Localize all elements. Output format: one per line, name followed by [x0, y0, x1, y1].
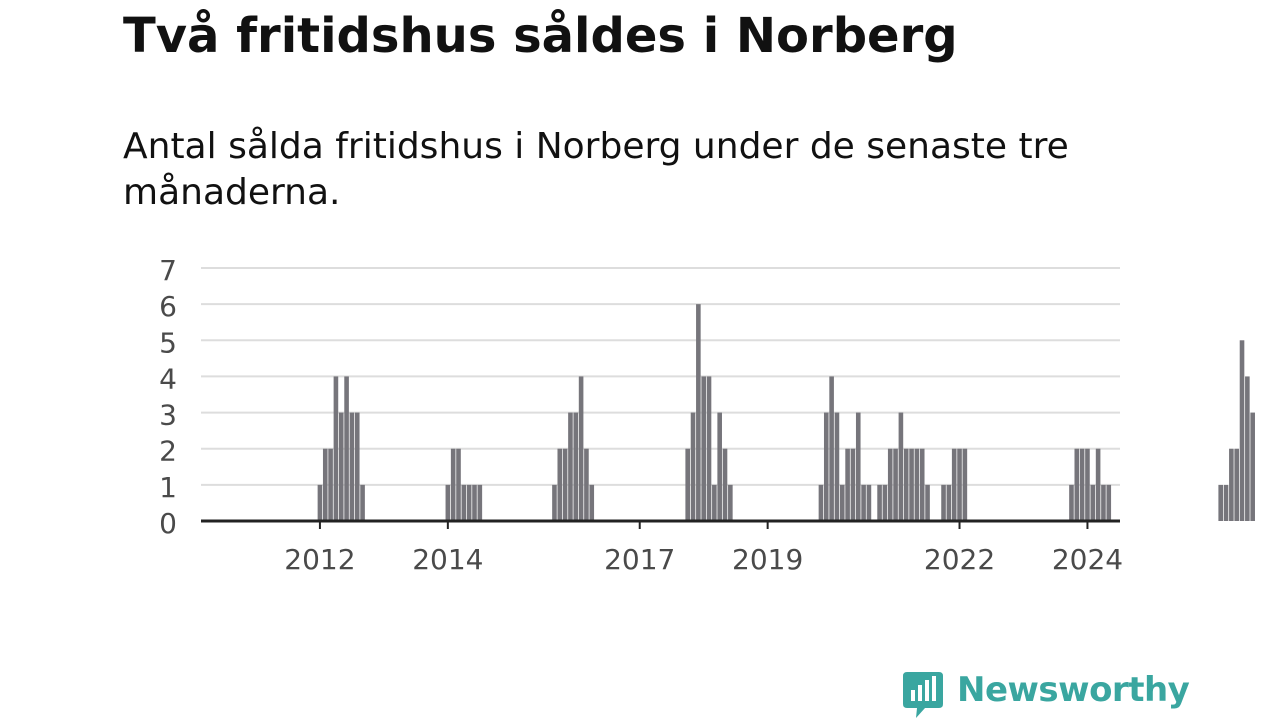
- bar: [696, 304, 701, 521]
- bar: [962, 448, 968, 521]
- bar: [919, 448, 925, 521]
- grid-lines: [201, 267, 1120, 486]
- bar: [957, 448, 962, 521]
- bar: [344, 376, 349, 521]
- bar: [903, 448, 909, 521]
- brand-name: Newsworthy: [957, 670, 1190, 710]
- bar: [866, 484, 872, 521]
- x-tick-label: 2019: [732, 543, 803, 576]
- bar: [354, 412, 360, 521]
- bar: [562, 448, 568, 521]
- bar: [717, 412, 722, 521]
- axes: [201, 519, 1120, 529]
- y-tick-label: 2: [159, 435, 177, 468]
- bar: [1101, 484, 1106, 521]
- bar: [552, 484, 557, 521]
- bar: [1229, 448, 1234, 521]
- y-tick-label: 4: [159, 362, 177, 395]
- bar: [941, 484, 946, 521]
- bar: [1090, 484, 1096, 521]
- bar: [1069, 484, 1074, 521]
- bar: [1074, 448, 1080, 521]
- bar: [818, 484, 824, 521]
- bar: [909, 448, 914, 521]
- y-tick-label: 6: [159, 290, 177, 323]
- bar: [834, 412, 840, 521]
- bar: [445, 484, 451, 521]
- bar: [349, 412, 355, 521]
- bar: [877, 484, 882, 521]
- bar: [914, 448, 920, 521]
- y-tick-label: 1: [159, 471, 177, 504]
- bar: [898, 412, 904, 521]
- bar: [1085, 448, 1090, 521]
- bar: [333, 376, 339, 521]
- bar: [706, 376, 712, 521]
- bar: [887, 448, 893, 521]
- bar: [472, 484, 477, 521]
- y-tick-label: 3: [159, 399, 177, 432]
- bar: [589, 484, 595, 521]
- chart-subtitle: Antal sålda fritidshus i Norberg under d…: [123, 126, 1069, 213]
- chart-title: Två fritidshus såldes i Norberg: [123, 8, 958, 64]
- bar: [450, 448, 456, 521]
- bar: [461, 484, 467, 521]
- bar: [925, 484, 930, 521]
- y-tick-label: 0: [159, 507, 177, 540]
- bar: [322, 448, 328, 521]
- bar: [845, 448, 850, 521]
- bar: [855, 412, 861, 521]
- x-tick-label: 2022: [924, 543, 995, 576]
- bar: [578, 376, 584, 521]
- newsworthy-logo-icon: [903, 672, 943, 718]
- x-tick-label: 2012: [284, 543, 355, 576]
- bar: [557, 448, 563, 521]
- x-tick-label: 2017: [604, 543, 675, 576]
- tick-labels: 012345672012201420172019202220242: [159, 254, 1123, 576]
- bar: [317, 484, 323, 521]
- bar: [861, 484, 866, 521]
- bar: [1095, 448, 1101, 521]
- newsworthy-logo: Newsworthy: [903, 668, 1190, 720]
- x-tick-label: 2014: [412, 543, 483, 576]
- bar: [584, 448, 589, 521]
- bar: [1239, 340, 1245, 521]
- bar: [1250, 412, 1255, 521]
- y-tick-label: 7: [159, 254, 177, 287]
- bar: [1106, 484, 1112, 521]
- x-tick-label: 2024: [1052, 543, 1123, 576]
- bar: [829, 376, 834, 521]
- bar: [882, 484, 888, 521]
- bar: [360, 484, 365, 521]
- bar: [1245, 376, 1250, 521]
- bar: [850, 448, 856, 521]
- bar: [712, 484, 717, 521]
- bar: [728, 484, 733, 521]
- bar: [722, 448, 728, 521]
- y-tick-label: 5: [159, 326, 177, 359]
- bar: [573, 412, 579, 521]
- bar: [338, 412, 344, 521]
- bar: [701, 376, 706, 521]
- bar: [1218, 484, 1223, 521]
- bar: [1223, 484, 1229, 521]
- bar: [1079, 448, 1085, 521]
- bar: [456, 448, 461, 521]
- bar: [946, 484, 952, 521]
- bar: [477, 484, 483, 521]
- bar: [951, 448, 957, 521]
- bar: [893, 448, 898, 521]
- bars: [317, 304, 1255, 521]
- bar: [328, 448, 333, 521]
- bar: [1234, 448, 1239, 521]
- bar: [568, 412, 573, 521]
- bar: [466, 484, 472, 521]
- bar: [690, 412, 696, 521]
- bar: [839, 484, 845, 521]
- bar: [823, 412, 829, 521]
- bar: [685, 448, 690, 521]
